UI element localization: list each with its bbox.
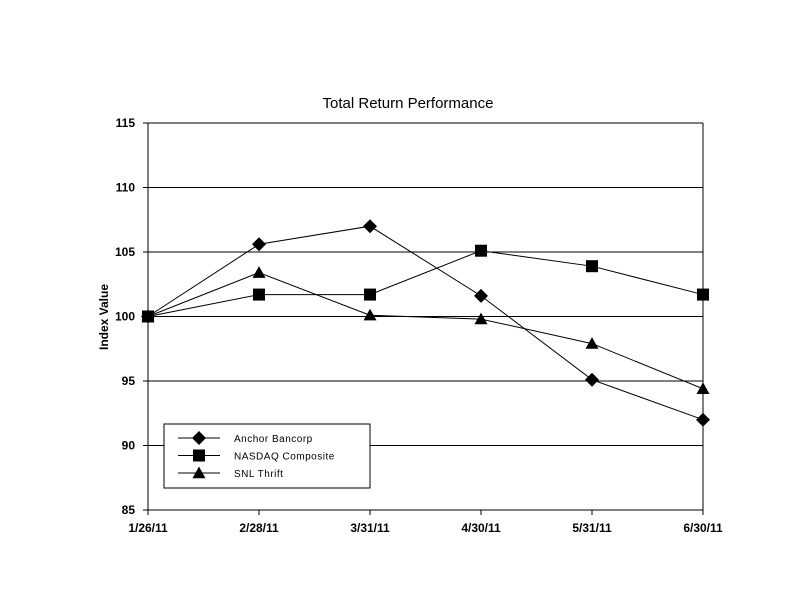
- chart-title: Total Return Performance: [323, 95, 494, 112]
- x-tick-label: 5/31/11: [572, 521, 612, 535]
- x-tick-label: 1/26/11: [128, 521, 168, 535]
- y-axis-label: Index Value: [97, 284, 111, 350]
- data-point-square: [475, 244, 487, 257]
- y-tick-label: 90: [122, 439, 136, 453]
- axis-layer: 85 90 95 100 105 110 115 1/26/11 2/28/11 3/31/11 4…: [115, 116, 723, 535]
- data-point-triangle: [585, 337, 599, 349]
- data-point-triangle: [696, 382, 710, 394]
- y-tick-label: 85: [122, 503, 136, 517]
- data-point-square: [364, 288, 376, 301]
- data-point-triangle: [141, 310, 155, 322]
- y-tick-label: 100: [115, 310, 135, 324]
- data-point-diamond: [363, 219, 377, 234]
- data-point-triangle: [252, 266, 266, 278]
- y-tick-label: 105: [115, 245, 135, 259]
- x-tick-label: 2/28/11: [239, 521, 279, 535]
- series-snl-thrift: [141, 266, 710, 394]
- data-point-square: [697, 288, 709, 301]
- data-point-diamond: [474, 288, 488, 303]
- data-point-diamond: [696, 412, 710, 427]
- legend-label: Anchor Bancorp: [234, 434, 313, 445]
- legend: Anchor Bancorp NASDAQ Composite SNL Thrift: [163, 423, 371, 489]
- series-layer: [141, 219, 710, 427]
- x-tick-label: 3/31/11: [350, 521, 390, 535]
- data-point-square: [253, 288, 265, 301]
- x-tick-label: 4/30/11: [461, 521, 501, 535]
- y-tick-label: 110: [116, 181, 136, 195]
- data-point-triangle: [363, 308, 377, 321]
- data-point-diamond: [585, 372, 599, 387]
- series-line: [147, 250, 704, 317]
- series-line: [147, 272, 704, 390]
- x-tick-label: 6/30/11: [683, 521, 723, 535]
- series-nasdaq-composite: [142, 244, 709, 323]
- series-line: [147, 225, 704, 421]
- legend-label: SNL Thrift: [234, 469, 283, 480]
- legend-marker-diamond: [192, 431, 206, 445]
- grid-layer: [148, 122, 703, 446]
- legend-marker-triangle: [192, 466, 206, 479]
- data-point-triangle: [474, 312, 488, 325]
- data-point-square: [586, 260, 598, 273]
- series-anchor-bancorp: [141, 219, 710, 427]
- legend-label: NASDAQ Composite: [234, 452, 335, 463]
- y-tick-label: 95: [122, 374, 136, 388]
- data-point-diamond: [252, 237, 266, 252]
- y-tick-label: 115: [116, 116, 136, 130]
- legend-marker-square: [193, 449, 205, 462]
